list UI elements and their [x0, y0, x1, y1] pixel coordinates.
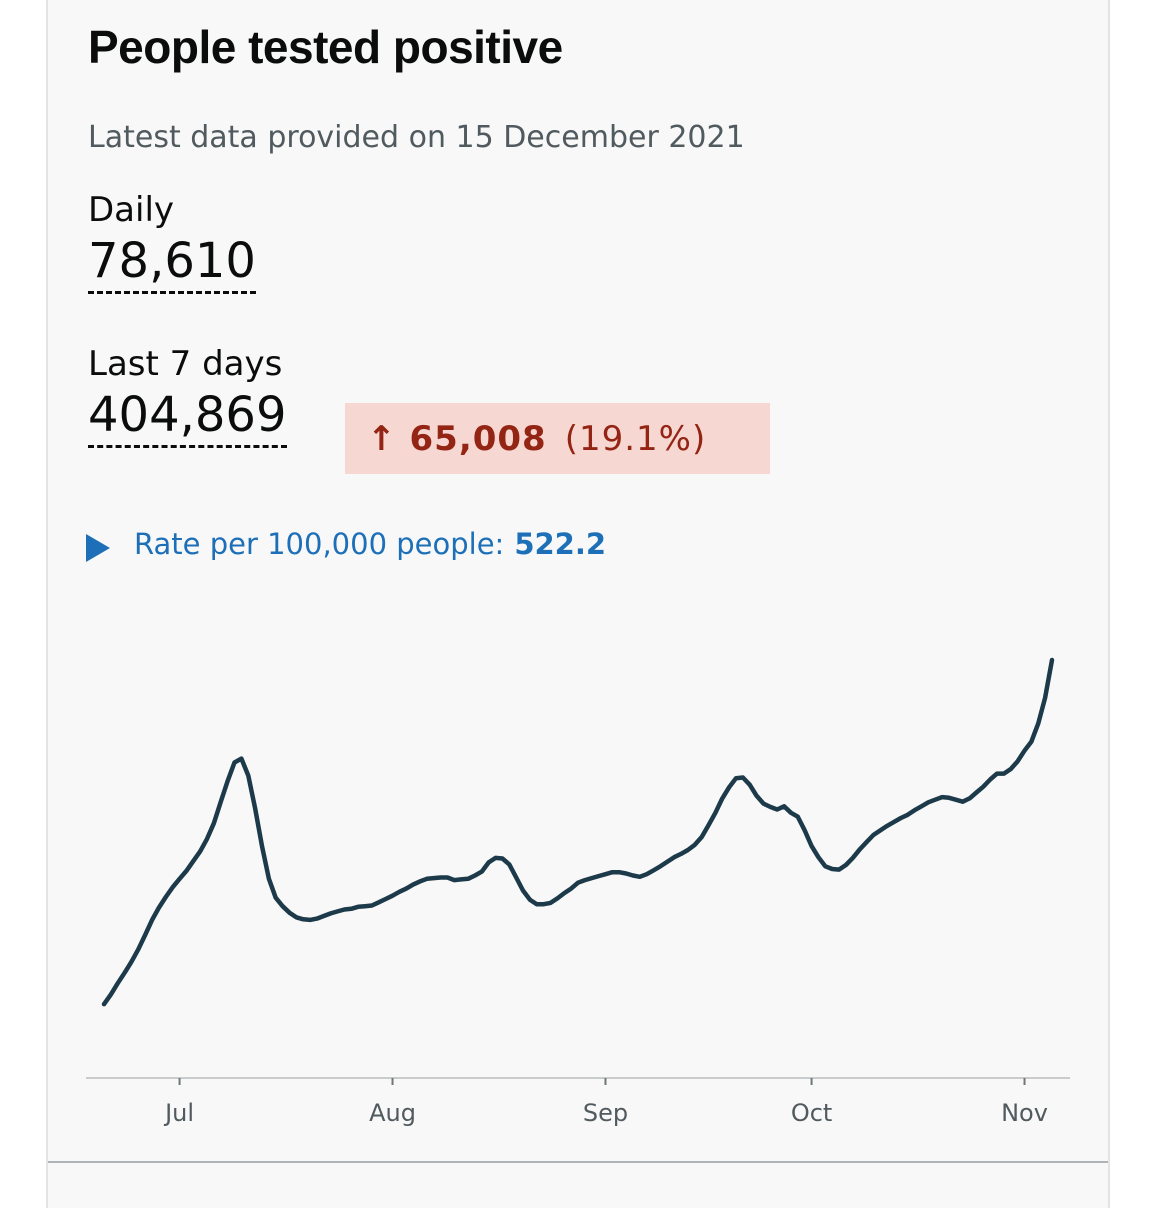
daily-value[interactable]: 78,610: [88, 233, 256, 295]
last-7-days-value[interactable]: 404,869: [88, 387, 287, 449]
arrow-up-icon: ↑: [367, 418, 396, 459]
x-tick-label: Oct: [791, 1099, 833, 1127]
rate-disclosure[interactable]: Rate per 100,000 people: 522.2: [86, 526, 606, 562]
disclosure-triangle-icon: [86, 534, 110, 562]
data-date-subtitle: Latest data provided on 15 December 2021: [88, 120, 745, 155]
rate-label: Rate per 100,000 people:: [134, 527, 505, 561]
summary-card: People tested positive Latest data provi…: [46, 0, 1110, 1208]
x-tick-label: Nov: [1001, 1099, 1048, 1127]
cases-line-chart: JulAugSepOctNovDec: [86, 657, 1070, 1127]
rate-value: 522.2: [514, 527, 607, 561]
change-value: 65,008: [409, 418, 547, 459]
x-tick-label: Jul: [163, 1099, 194, 1127]
card-title: People tested positive: [88, 21, 563, 73]
bottom-divider: [48, 1161, 1108, 1163]
change-percent: (19.1%): [564, 418, 707, 459]
change-badge: ↑ 65,008 (19.1%): [345, 403, 770, 474]
x-tick-label: Sep: [583, 1099, 628, 1127]
daily-label: Daily: [88, 190, 175, 230]
last-7-days-label: Last 7 days: [88, 344, 283, 384]
x-tick-label: Aug: [369, 1099, 416, 1127]
series-line: [101, 657, 1055, 1007]
